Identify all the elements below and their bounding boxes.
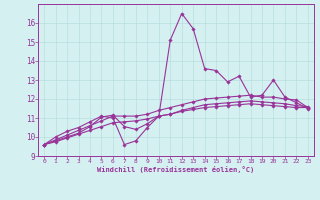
X-axis label: Windchill (Refroidissement éolien,°C): Windchill (Refroidissement éolien,°C) xyxy=(97,166,255,173)
